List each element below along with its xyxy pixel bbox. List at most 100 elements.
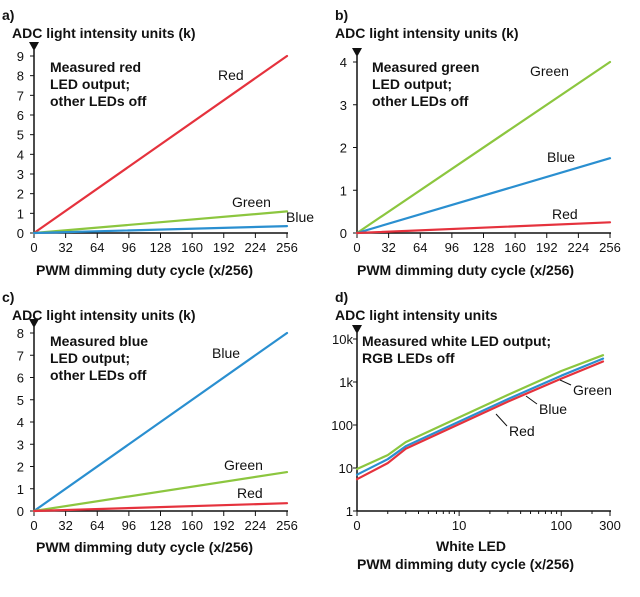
panel-b-series-label-green: Green (530, 63, 569, 79)
panel-b-annotation-line-3: other LEDs off (372, 93, 469, 109)
panel-d-x-tick-label: 100 (550, 518, 572, 533)
panel-b-x-tick-label: 128 (473, 240, 495, 255)
panel-a-y-tick-label: 9 (17, 49, 24, 64)
panel-d-series-red (355, 360, 605, 481)
panel-c-y-tick-label: 4 (17, 415, 24, 430)
panel-c-annotation-line-2: LED output; (50, 350, 130, 366)
panel-d-series-label-red: Red (509, 423, 535, 439)
panel-c-x-tick-label: 96 (122, 518, 136, 533)
panel-b-x-tick-label: 0 (353, 240, 360, 255)
panel-d-xlabel-line-1: White LED (436, 538, 506, 554)
panel-a-annotation-line-2: LED output; (50, 76, 130, 92)
panel-a-x-tick-label: 32 (58, 240, 72, 255)
panel-a-y-axis-arrow (29, 42, 39, 51)
panel-d-y-tick-label: 1k (339, 375, 353, 390)
panel-d-label: d) (335, 289, 348, 305)
panel-b-x-tick-label: 64 (413, 240, 427, 255)
panel-b-series-label-red: Red (552, 206, 578, 222)
panel-c-y-axis-arrow (29, 319, 39, 328)
panel-d: d) ADC light intensity units Measured wh… (331, 289, 621, 572)
panel-c-series-blue (32, 331, 289, 513)
panel-a: a) ADC light intensity units (k) Measure… (2, 7, 314, 278)
panel-d-x-tick-label: 0 (353, 518, 360, 533)
panel-a-y-tick-label: 2 (17, 187, 24, 202)
panel-c: c) ADC light intensity units (k) Measure… (2, 289, 298, 555)
panel-b-x-tick-label: 224 (568, 240, 590, 255)
panel-b-x-tick-label: 160 (504, 240, 526, 255)
panel-c-y-tick-label: 8 (17, 326, 24, 341)
panel-c-x-tick-label: 224 (245, 518, 267, 533)
panel-c-series-red (32, 502, 289, 513)
panel-c-x-tick-label: 32 (58, 518, 72, 533)
panel-c-x-tick-label: 192 (213, 518, 235, 533)
panel-a-x-tick-label: 224 (245, 240, 267, 255)
panel-b: b) ADC light intensity units (k) Measure… (335, 7, 621, 278)
panel-b-x-tick-label: 32 (381, 240, 395, 255)
panel-c-x-tick-label: 128 (150, 518, 172, 533)
panel-c-series-label-blue: Blue (212, 345, 240, 361)
panel-b-y-tick-label: 3 (340, 98, 347, 113)
panel-c-x-tick-label: 64 (90, 518, 104, 533)
panel-a-y-tick-label: 1 (17, 206, 24, 221)
panel-b-x-tick-label: 192 (536, 240, 558, 255)
panel-a-series-label-red: Red (218, 67, 244, 83)
panel-d-annotation-line-2: RGB LEDs off (362, 350, 455, 366)
panel-a-x-tick-label: 64 (90, 240, 104, 255)
panel-c-y-tick-label: 6 (17, 371, 24, 386)
panel-a-y-tick-label: 8 (17, 69, 24, 84)
panel-b-y-tick-label: 1 (340, 183, 347, 198)
panel-c-y-tick-label: 7 (17, 348, 24, 363)
panel-c-x-tick-label: 256 (276, 518, 298, 533)
panel-b-series-red (355, 221, 612, 235)
panel-c-annotation-line-3: other LEDs off (50, 367, 147, 383)
panel-c-y-tick-label: 0 (17, 504, 24, 519)
panel-c-y-tick-label: 2 (17, 460, 24, 475)
panel-b-series-label-blue: Blue (547, 149, 575, 165)
panel-a-y-tick-label: 3 (17, 167, 24, 182)
panel-c-series-label-green: Green (224, 457, 263, 473)
panel-a-y-tick-label: 6 (17, 108, 24, 123)
panel-d-leader-blue (525, 395, 538, 405)
panel-c-y-tick-label: 5 (17, 393, 24, 408)
panel-d-leader-red (495, 413, 508, 427)
panel-a-series-label-green: Green (232, 194, 271, 210)
panel-c-ylabel: ADC light intensity units (k) (12, 307, 196, 323)
panel-d-series-green (355, 354, 605, 471)
panel-d-y-tick-label: 10 (339, 461, 353, 476)
panel-d-series-label-green: Green (573, 382, 612, 398)
panel-a-y-tick-label: 4 (17, 147, 24, 162)
panel-c-xlabel: PWM dimming duty cycle (x/256) (36, 539, 253, 555)
panel-c-annotation-line-1: Measured blue (50, 333, 148, 349)
panel-b-ylabel: ADC light intensity units (k) (335, 25, 519, 41)
panel-a-y-tick-label: 7 (17, 88, 24, 103)
panel-d-y-axis-arrow (352, 325, 362, 334)
panel-a-series-blue (32, 225, 289, 235)
panel-b-series-blue (355, 157, 612, 235)
panel-c-series-label-red: Red (237, 485, 263, 501)
panel-a-ylabel: ADC light intensity units (k) (12, 25, 196, 41)
panel-d-xlabel-line-2: PWM dimming duty cycle (x/256) (357, 556, 574, 572)
panel-b-annotation-line-2: LED output; (372, 76, 452, 92)
panel-d-ylabel: ADC light intensity units (335, 307, 498, 323)
panel-c-label: c) (2, 289, 14, 305)
panel-b-series-green (355, 60, 612, 235)
panel-a-x-tick-label: 96 (122, 240, 136, 255)
panel-a-series-red (32, 54, 289, 235)
panel-d-y-tick-label: 1 (346, 504, 353, 519)
panel-a-annotation-line-1: Measured red (50, 59, 141, 75)
panel-a-x-tick-label: 192 (213, 240, 235, 255)
panel-a-annotation-line-3: other LEDs off (50, 93, 147, 109)
panel-d-x-tick-label: 300 (599, 518, 621, 533)
panel-c-y-tick-label: 1 (17, 482, 24, 497)
panel-c-x-tick-label: 0 (30, 518, 37, 533)
panel-b-y-tick-label: 0 (340, 226, 347, 241)
panel-b-annotation-line-1: Measured green (372, 59, 479, 75)
panel-b-label: b) (335, 7, 348, 23)
panel-d-leader-green (559, 379, 572, 386)
panel-a-x-tick-label: 160 (181, 240, 203, 255)
panel-d-y-tick-label: 10k (332, 332, 353, 347)
panel-b-y-axis-arrow (352, 48, 362, 57)
panel-a-x-tick-label: 128 (150, 240, 172, 255)
panel-b-xlabel: PWM dimming duty cycle (x/256) (357, 262, 574, 278)
panel-d-y-tick-label: 100 (331, 418, 353, 433)
